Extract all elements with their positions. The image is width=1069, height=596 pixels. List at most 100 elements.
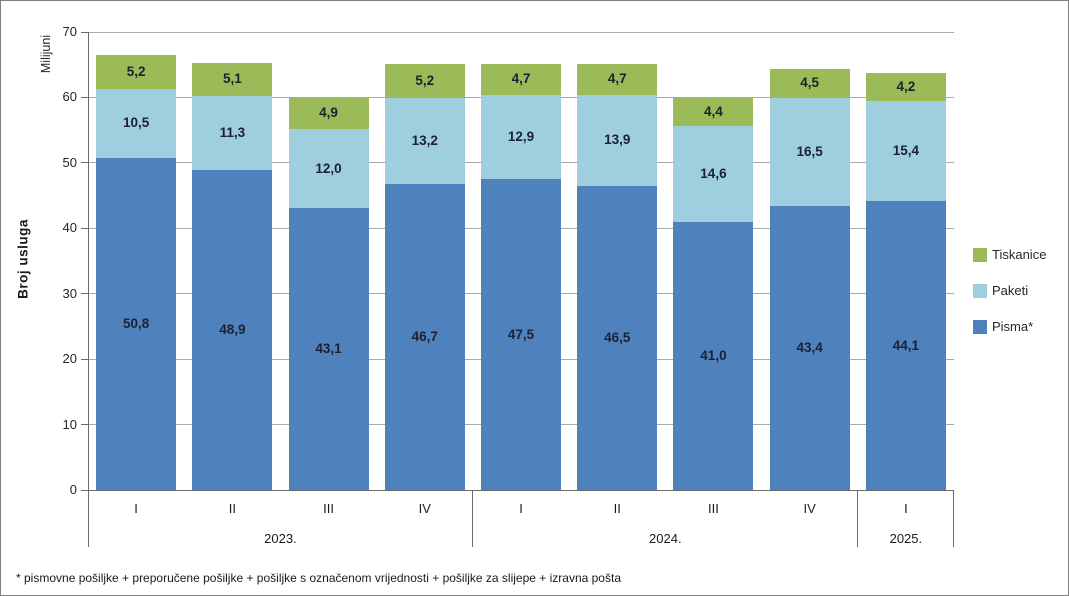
bar-value-label: 4,4 <box>704 103 723 119</box>
legend-swatch-pisma <box>973 319 987 334</box>
x-axis-line <box>88 490 954 491</box>
bar-segment-paketi <box>577 94 658 186</box>
bar-value-label: 15,4 <box>892 143 920 159</box>
bar-segment-paketi <box>96 88 177 158</box>
bar-value-label: 5,2 <box>415 73 435 89</box>
x-tick-label-quarter: I <box>519 501 523 516</box>
bar-segment-paketi <box>673 126 754 222</box>
bar-value-label: 48,9 <box>219 322 246 338</box>
y-tick <box>81 293 88 295</box>
bar-value-label: 13,9 <box>604 132 631 148</box>
bar-value-label: 5,1 <box>222 71 242 87</box>
year-divider-line <box>472 490 473 547</box>
legend-swatch-tiskanice <box>973 247 987 262</box>
y-tick-label: 0 <box>69 482 77 497</box>
bar-segment-tiskanice <box>577 64 658 95</box>
bar-value-label: 12,0 <box>315 160 342 176</box>
y-tick-label: 60 <box>62 89 77 105</box>
bar-segment-pisma <box>673 221 754 490</box>
x-axis-year-label: 2023. <box>264 531 297 546</box>
bar-value-label: 16,5 <box>796 144 823 160</box>
bar-value-label: 47,5 <box>507 326 535 342</box>
legend-item: Paketi <box>973 282 1046 299</box>
bar-segment-tiskanice <box>481 64 561 95</box>
y-tick-label: 30 <box>62 285 77 301</box>
x-axis-year-label: 2024. <box>649 531 682 546</box>
bar-segment-pisma <box>288 208 369 490</box>
bar-segment-pisma <box>865 201 946 490</box>
bar-segment-tiskanice <box>769 68 850 99</box>
bar-value-label: 44,1 <box>892 337 920 353</box>
bar-value-label: 12,9 <box>507 129 535 144</box>
y-gridline <box>88 31 954 33</box>
y-tick <box>81 162 88 164</box>
bar-segment-paketi <box>192 96 273 171</box>
bar-value-label: 41,0 <box>700 347 727 363</box>
bar-segment-pisma <box>481 179 561 490</box>
bar-value-label: 46,5 <box>604 329 631 345</box>
bar-value-label: 13,2 <box>411 133 438 149</box>
bar-value-label: 50,8 <box>122 315 150 331</box>
bar-value-label: 4,5 <box>800 75 820 91</box>
bar-value-label: 5,2 <box>126 63 146 79</box>
y-tick <box>81 358 88 360</box>
bar-value-label: 46,7 <box>411 329 438 345</box>
bar-segment-paketi <box>769 98 850 207</box>
bar-value-label: 14,6 <box>700 165 727 181</box>
bar-value-label: 4,2 <box>896 78 916 94</box>
year-divider-line <box>953 490 954 547</box>
bar-value-label: 43,1 <box>315 341 342 356</box>
y-tick-label: 50 <box>62 154 77 170</box>
bar-segment-pisma <box>384 184 465 490</box>
footnote: * pismovne pošiljke + preporučene pošilj… <box>16 571 621 585</box>
y-tick <box>81 424 88 426</box>
y-tick-label: 20 <box>62 351 77 367</box>
year-divider-line <box>857 490 858 547</box>
bar-segment-pisma <box>96 157 177 490</box>
y-tick <box>81 227 88 229</box>
bar-segment-pisma <box>192 170 273 490</box>
bar-segment-paketi <box>288 129 369 208</box>
x-tick-label-quarter: IV <box>803 501 816 516</box>
bar-segment-paketi <box>865 100 946 202</box>
bar-segment-tiskanice <box>96 54 177 89</box>
x-tick-label-quarter: III <box>708 501 719 516</box>
legend-swatch-paketi <box>973 283 987 298</box>
legend-label: Pisma* <box>992 319 1034 334</box>
bar-value-label: 11,3 <box>219 125 246 141</box>
legend-label: Paketi <box>992 283 1029 298</box>
x-axis-year-label: 2025. <box>889 531 923 546</box>
bar-value-label: 4,7 <box>511 71 531 87</box>
bar-segment-tiskanice <box>288 97 369 130</box>
bar-value-label: 4,7 <box>607 71 627 87</box>
bar-segment-tiskanice <box>673 97 754 127</box>
bar-segment-tiskanice <box>192 62 273 97</box>
y-tick <box>81 489 88 491</box>
y-tick-label: 40 <box>62 220 77 236</box>
x-tick-label-quarter: II <box>228 501 236 516</box>
x-tick-label-quarter: III <box>323 501 334 516</box>
y-tick-label: 10 <box>62 416 77 432</box>
bar-segment-paketi <box>384 98 465 185</box>
legend-item: Pisma* <box>973 318 1046 335</box>
bar-segment-tiskanice <box>384 64 465 99</box>
legend-label: Tiskanice <box>992 247 1047 262</box>
y-tick <box>81 31 88 33</box>
y-tick-label: 70 <box>62 24 77 39</box>
x-tick-label-quarter: I <box>134 501 138 516</box>
y-axis-line <box>88 32 89 547</box>
x-tick-label-quarter: II <box>613 501 621 516</box>
bar-segment-pisma <box>577 185 658 490</box>
x-tick-label-quarter: I <box>904 501 908 516</box>
bar-value-label: 43,4 <box>796 340 823 356</box>
y-tick <box>81 96 88 98</box>
bar-segment-paketi <box>481 94 561 180</box>
legend: Tiskanice Paketi Pisma* <box>973 246 1046 354</box>
bar-value-label: 10,5 <box>122 115 150 131</box>
legend-item: Tiskanice <box>973 246 1046 263</box>
bar-value-label: 4,9 <box>319 105 338 121</box>
bar-segment-pisma <box>769 206 850 490</box>
bar-segment-tiskanice <box>865 73 946 101</box>
